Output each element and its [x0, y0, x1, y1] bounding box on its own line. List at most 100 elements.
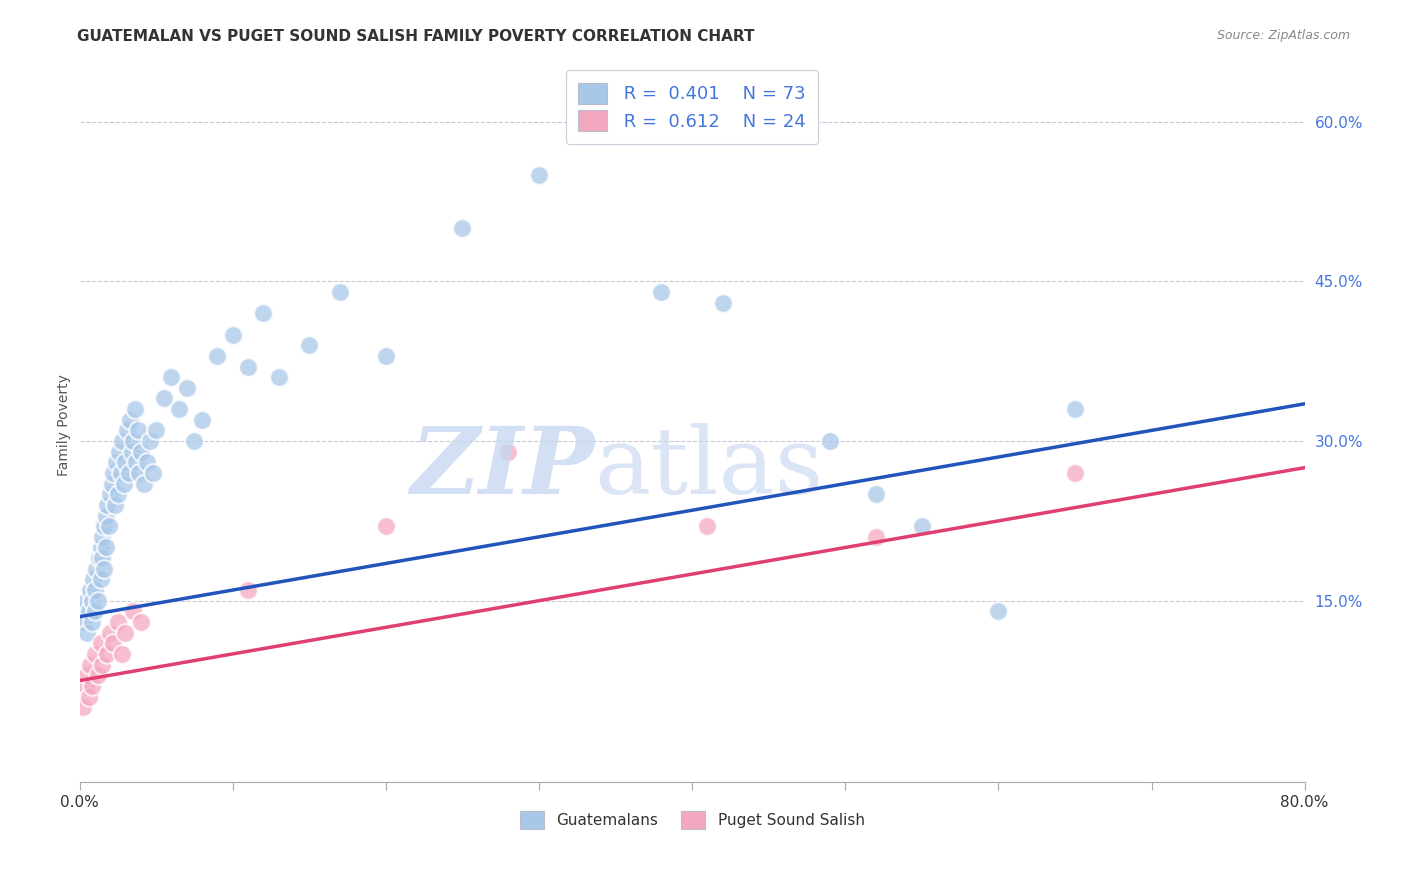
- Point: [1064, 466, 1087, 480]
- Point: [987, 604, 1010, 618]
- Point: [207, 349, 229, 363]
- Point: [87, 668, 110, 682]
- Point: [86, 562, 108, 576]
- Point: [72, 700, 94, 714]
- Point: [77, 690, 100, 704]
- Point: [145, 424, 167, 438]
- Point: [865, 487, 887, 501]
- Point: [125, 455, 148, 469]
- Point: [696, 519, 718, 533]
- Point: [76, 625, 98, 640]
- Point: [374, 519, 396, 533]
- Point: [82, 573, 104, 587]
- Point: [114, 625, 136, 640]
- Point: [94, 508, 117, 523]
- Point: [298, 338, 321, 352]
- Point: [91, 530, 114, 544]
- Point: [122, 434, 145, 448]
- Point: [374, 349, 396, 363]
- Point: [80, 679, 103, 693]
- Point: [129, 615, 152, 629]
- Point: [91, 551, 114, 566]
- Point: [911, 519, 934, 533]
- Point: [527, 168, 550, 182]
- Point: [90, 573, 112, 587]
- Point: [83, 647, 105, 661]
- Point: [236, 583, 259, 598]
- Point: [121, 444, 143, 458]
- Point: [128, 466, 150, 480]
- Point: [107, 615, 129, 629]
- Point: [103, 636, 125, 650]
- Point: [98, 625, 121, 640]
- Point: [111, 647, 134, 661]
- Point: [90, 636, 112, 650]
- Point: [72, 604, 94, 618]
- Point: [108, 444, 131, 458]
- Text: ZIP: ZIP: [409, 423, 595, 513]
- Point: [129, 444, 152, 458]
- Point: [77, 604, 100, 618]
- Text: atlas: atlas: [595, 423, 824, 513]
- Legend: Guatemalans, Puget Sound Salish: Guatemalans, Puget Sound Salish: [513, 805, 870, 835]
- Point: [329, 285, 352, 299]
- Point: [93, 562, 115, 576]
- Point: [110, 466, 132, 480]
- Point: [191, 413, 214, 427]
- Point: [75, 679, 97, 693]
- Point: [105, 455, 128, 469]
- Point: [650, 285, 672, 299]
- Point: [267, 370, 290, 384]
- Point: [167, 402, 190, 417]
- Point: [111, 434, 134, 448]
- Point: [221, 327, 243, 342]
- Point: [118, 413, 141, 427]
- Point: [252, 306, 274, 320]
- Point: [115, 424, 138, 438]
- Point: [124, 402, 146, 417]
- Point: [87, 593, 110, 607]
- Point: [1064, 402, 1087, 417]
- Point: [76, 668, 98, 682]
- Point: [451, 221, 474, 235]
- Y-axis label: Family Poverty: Family Poverty: [58, 374, 72, 476]
- Point: [97, 519, 120, 533]
- Text: Source: ZipAtlas.com: Source: ZipAtlas.com: [1216, 29, 1350, 43]
- Point: [73, 615, 96, 629]
- Point: [83, 604, 105, 618]
- Text: GUATEMALAN VS PUGET SOUND SALISH FAMILY POVERTY CORRELATION CHART: GUATEMALAN VS PUGET SOUND SALISH FAMILY …: [77, 29, 755, 45]
- Point: [865, 530, 887, 544]
- Point: [152, 392, 174, 406]
- Point: [142, 466, 165, 480]
- Point: [117, 466, 139, 480]
- Point: [112, 476, 135, 491]
- Point: [79, 657, 101, 672]
- Point: [132, 476, 155, 491]
- Point: [100, 476, 122, 491]
- Point: [236, 359, 259, 374]
- Point: [93, 519, 115, 533]
- Point: [80, 593, 103, 607]
- Point: [139, 434, 162, 448]
- Point: [122, 604, 145, 618]
- Point: [80, 615, 103, 629]
- Point: [103, 466, 125, 480]
- Point: [107, 487, 129, 501]
- Point: [127, 424, 149, 438]
- Point: [83, 583, 105, 598]
- Point: [94, 541, 117, 555]
- Point: [79, 583, 101, 598]
- Point: [98, 487, 121, 501]
- Point: [183, 434, 205, 448]
- Point: [818, 434, 841, 448]
- Point: [711, 295, 734, 310]
- Point: [104, 498, 127, 512]
- Point: [90, 541, 112, 555]
- Point: [75, 593, 97, 607]
- Point: [114, 455, 136, 469]
- Point: [96, 647, 118, 661]
- Point: [89, 551, 111, 566]
- Point: [135, 455, 157, 469]
- Point: [498, 444, 520, 458]
- Point: [91, 657, 114, 672]
